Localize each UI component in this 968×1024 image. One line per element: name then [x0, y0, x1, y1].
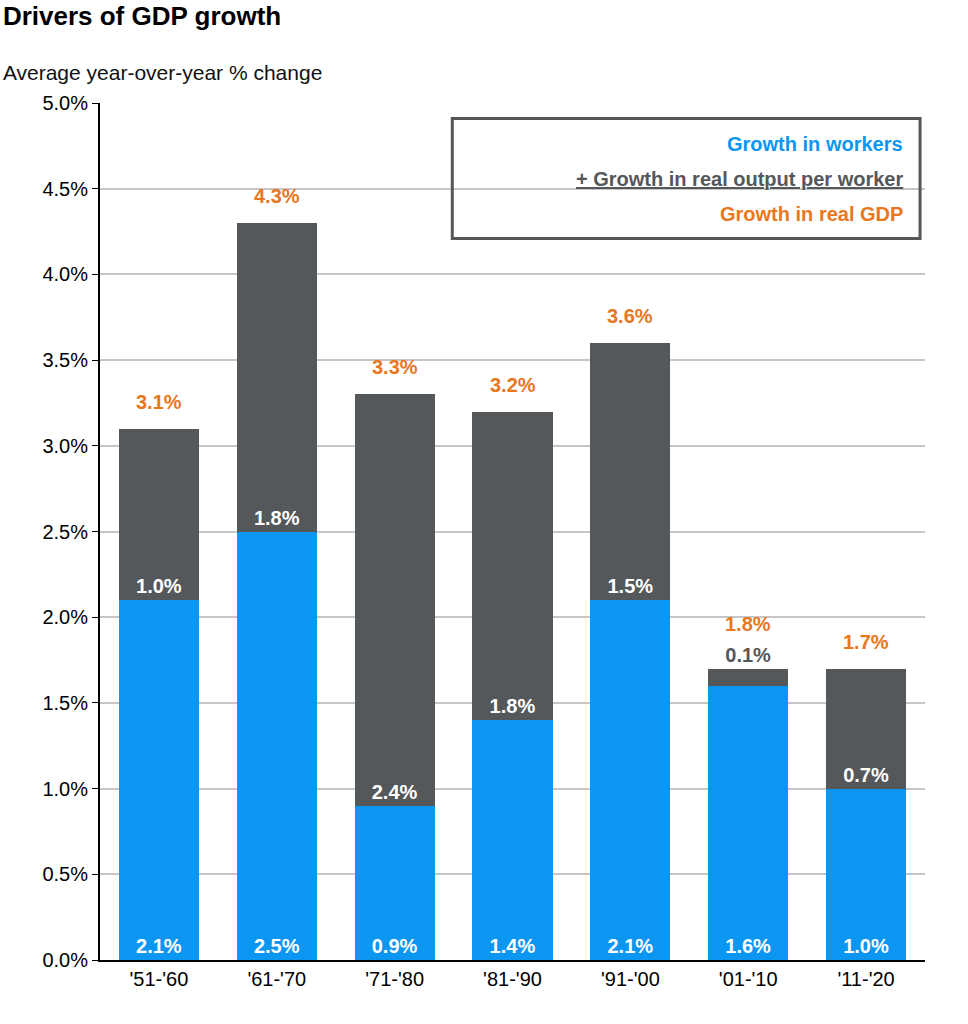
svg-text:1.8%: 1.8%: [254, 507, 300, 529]
svg-text:2.4%: 2.4%: [372, 781, 418, 803]
svg-text:1.4%: 1.4%: [490, 935, 536, 957]
svg-text:'61-'70: '61-'70: [247, 968, 306, 990]
svg-text:0.1%: 0.1%: [725, 644, 771, 666]
svg-text:0.0%: 0.0%: [42, 949, 88, 971]
svg-text:Growth in workers: Growth in workers: [727, 133, 903, 155]
svg-text:'51-'60: '51-'60: [130, 968, 189, 990]
svg-text:Growth in real GDP: Growth in real GDP: [720, 203, 903, 225]
svg-text:1.8%: 1.8%: [725, 613, 771, 635]
svg-text:2.1%: 2.1%: [607, 935, 653, 957]
svg-text:3.5%: 3.5%: [42, 349, 88, 371]
svg-text:0.9%: 0.9%: [372, 935, 418, 957]
svg-text:Drivers of GDP growth: Drivers of GDP growth: [3, 1, 281, 31]
svg-text:'81-'90: '81-'90: [483, 968, 542, 990]
svg-text:0.5%: 0.5%: [42, 863, 88, 885]
svg-text:Average year-over-year % chang: Average year-over-year % change: [3, 61, 322, 84]
svg-text:1.8%: 1.8%: [490, 695, 536, 717]
svg-text:0.7%: 0.7%: [843, 764, 889, 786]
svg-text:4.0%: 4.0%: [42, 263, 88, 285]
svg-text:1.5%: 1.5%: [607, 575, 653, 597]
svg-text:2.5%: 2.5%: [42, 521, 88, 543]
svg-text:'01-'10: '01-'10: [719, 968, 778, 990]
svg-text:+ Growth in real output per wo: + Growth in real output per worker: [576, 168, 903, 190]
svg-text:1.0%: 1.0%: [843, 935, 889, 957]
svg-text:2.1%: 2.1%: [136, 935, 182, 957]
svg-text:3.3%: 3.3%: [372, 356, 418, 378]
svg-text:2.5%: 2.5%: [254, 935, 300, 957]
svg-text:1.5%: 1.5%: [42, 692, 88, 714]
svg-text:5.0%: 5.0%: [42, 92, 88, 114]
svg-text:4.3%: 4.3%: [254, 185, 300, 207]
svg-text:1.0%: 1.0%: [42, 778, 88, 800]
svg-text:1.6%: 1.6%: [725, 935, 771, 957]
svg-text:1.0%: 1.0%: [136, 575, 182, 597]
svg-text:'91-'00: '91-'00: [601, 968, 660, 990]
svg-text:3.2%: 3.2%: [490, 374, 536, 396]
svg-text:'11-'20: '11-'20: [837, 968, 894, 990]
svg-text:'71-'80: '71-'80: [365, 968, 424, 990]
svg-text:3.1%: 3.1%: [136, 391, 182, 413]
svg-text:3.0%: 3.0%: [42, 435, 88, 457]
svg-text:2.0%: 2.0%: [42, 606, 88, 628]
svg-text:1.7%: 1.7%: [843, 631, 889, 653]
svg-text:4.5%: 4.5%: [42, 178, 88, 200]
svg-text:3.6%: 3.6%: [607, 305, 653, 327]
